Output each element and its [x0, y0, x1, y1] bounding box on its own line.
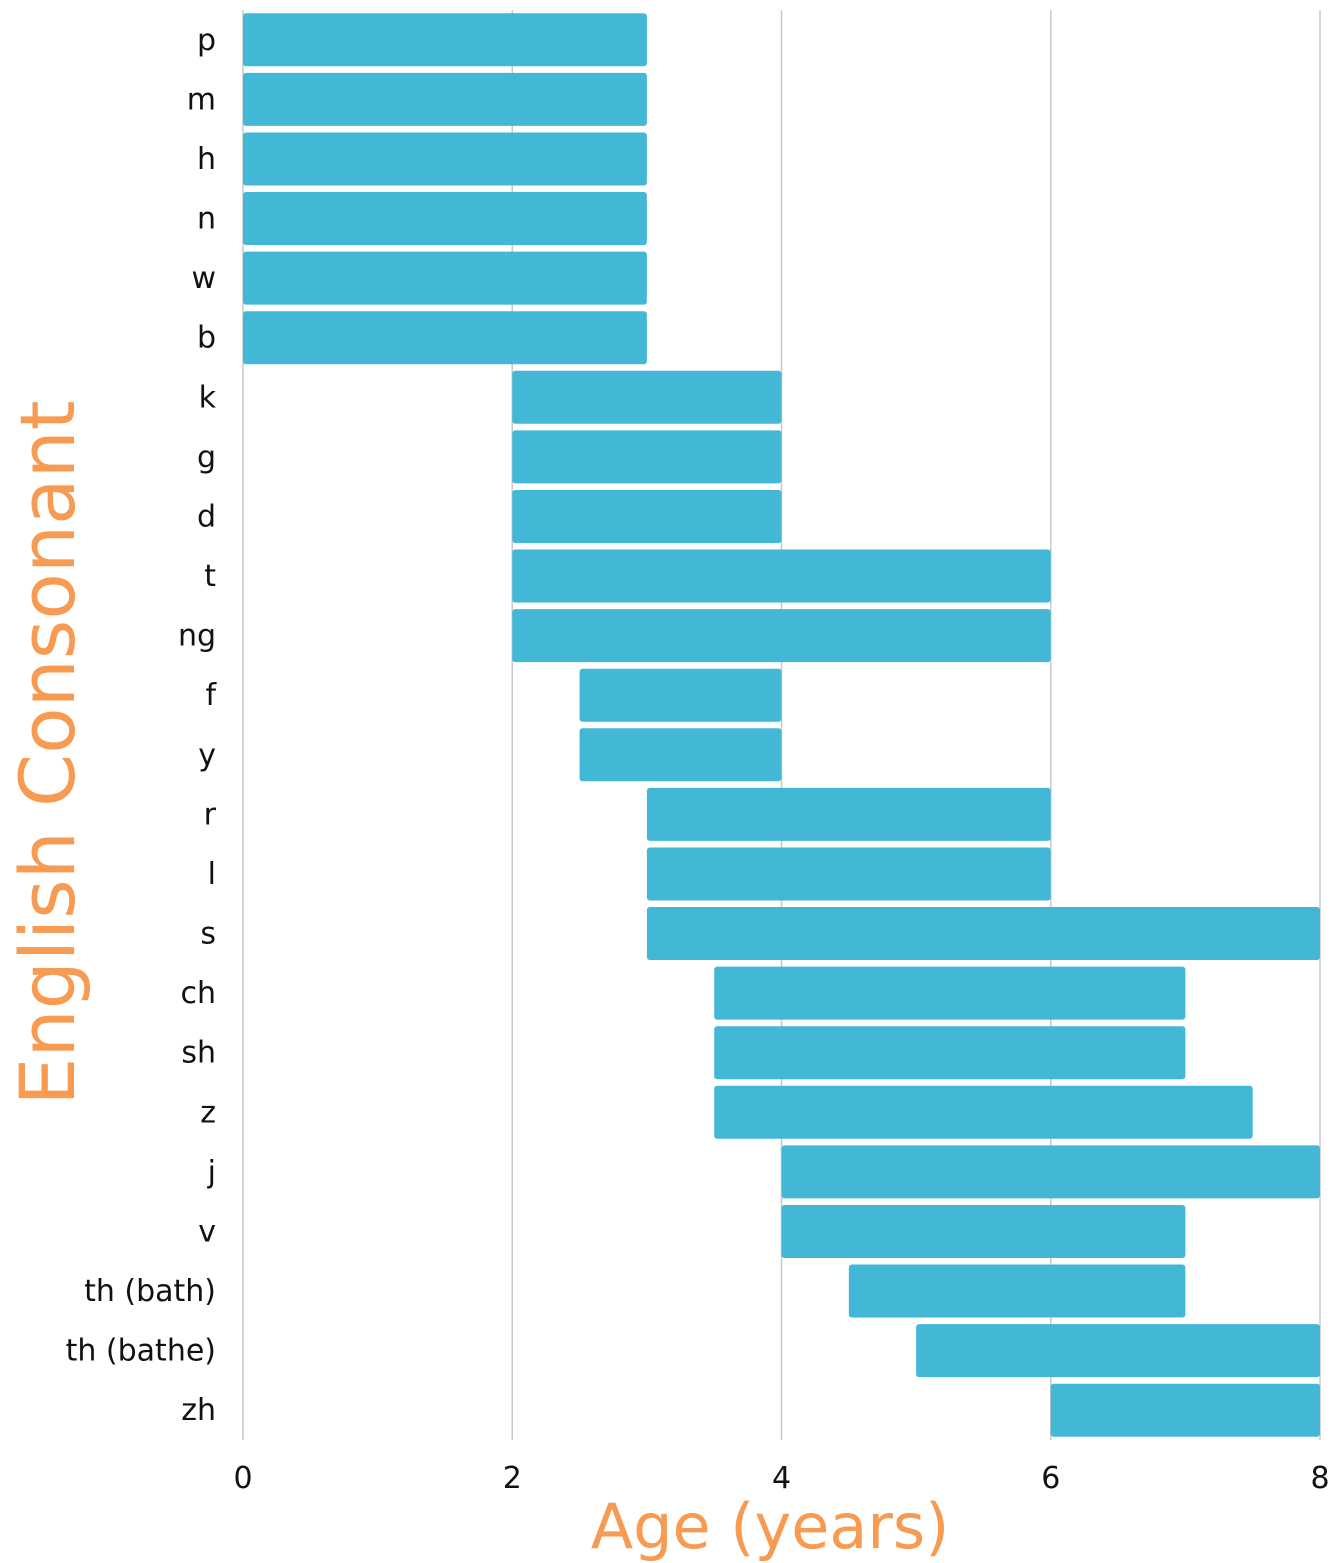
bar-w [243, 252, 647, 305]
bar-n [243, 192, 647, 245]
category-label-l: l [208, 857, 216, 892]
category-label-f: f [205, 678, 217, 713]
bar-k [512, 371, 781, 424]
category-label-n: n [197, 202, 216, 237]
category-label-sh: sh [181, 1036, 216, 1071]
category-label-ng: ng [178, 619, 216, 654]
bar-ng [512, 609, 1051, 662]
bar-l [647, 847, 1051, 900]
y-axis-title: English Consonant [3, 400, 92, 1105]
category-label-r: r [204, 797, 217, 832]
bar-sh [714, 1026, 1185, 1079]
bar-t [512, 550, 1051, 603]
bar-m [243, 73, 647, 126]
bar-th-bathe [916, 1324, 1320, 1377]
bar-d [512, 490, 781, 543]
category-label-m: m [187, 82, 216, 117]
category-label-y: y [198, 738, 216, 773]
bar-g [512, 430, 781, 483]
bar-v [782, 1205, 1186, 1258]
bar-th-bath [849, 1265, 1186, 1318]
category-label-zh: zh [181, 1393, 216, 1428]
bar-r [647, 788, 1051, 841]
category-label-t: t [204, 559, 216, 594]
category-label-ch: ch [180, 976, 216, 1011]
category-label-p: p [197, 23, 216, 58]
category-label-s: s [200, 917, 216, 952]
bar-j [782, 1145, 1321, 1198]
category-label-k: k [199, 380, 217, 415]
category-label-z: z [200, 1095, 216, 1130]
category-label-th-bath: th (bath) [84, 1274, 216, 1309]
bar-y [580, 728, 782, 781]
category-label-w: w [191, 261, 216, 296]
category-label-v: v [198, 1214, 216, 1249]
category-label-j: j [207, 1155, 216, 1190]
bar-h [243, 132, 647, 185]
category-label-d: d [197, 499, 216, 534]
bar-b [243, 311, 647, 364]
x-tick-label-2: 2 [503, 1461, 522, 1496]
category-label-th-bathe: th (bathe) [66, 1334, 216, 1369]
x-tick-label-6: 6 [1041, 1461, 1060, 1496]
category-label-h: h [197, 142, 216, 177]
category-label-b: b [197, 321, 216, 356]
x-tick-label-8: 8 [1310, 1461, 1329, 1496]
category-label-g: g [197, 440, 216, 475]
x-axis-title: Age (years) [591, 1490, 950, 1563]
x-tick-label-0: 0 [233, 1461, 252, 1496]
bar-p [243, 13, 647, 66]
bar-zh [1051, 1384, 1320, 1437]
bar-s [647, 907, 1320, 960]
bar-z [714, 1086, 1253, 1139]
bar-f [580, 669, 782, 722]
bar-ch [714, 967, 1185, 1020]
